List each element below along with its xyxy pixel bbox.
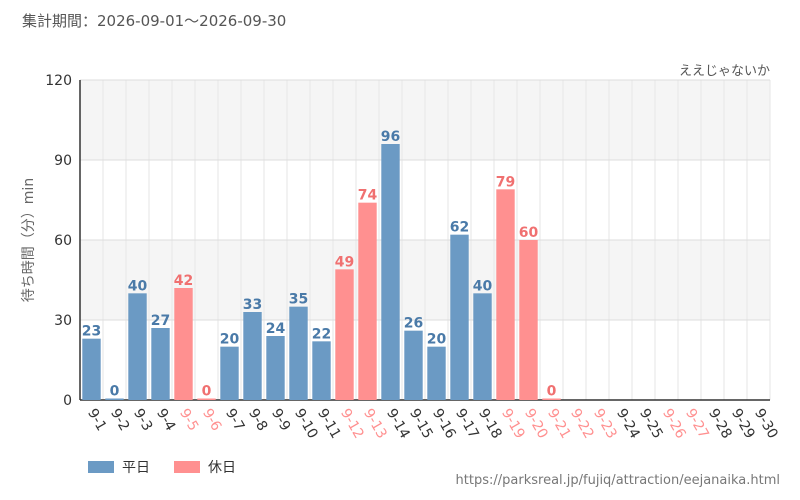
bar-value-label-9-17: 62	[450, 220, 469, 236]
bar-9-18	[473, 293, 492, 400]
x-tick-label-9-24: 9-24	[613, 406, 643, 442]
period-label: 集計期間：2026-09-01～2026-09-30	[22, 12, 287, 30]
bar-value-label-9-15: 26	[404, 316, 423, 332]
bar-9-1	[82, 338, 101, 400]
y-tick-label: 0	[63, 393, 72, 409]
bar-value-label-9-4: 27	[151, 313, 170, 329]
bar-value-label-9-12: 49	[335, 254, 354, 270]
bar-9-21	[542, 398, 561, 400]
bar-9-3	[128, 293, 147, 400]
x-tick-label-9-16: 9-16	[429, 406, 459, 442]
x-tick-label-9-22: 9-22	[567, 406, 597, 442]
y-tick-label: 30	[54, 313, 72, 329]
bar-value-label-9-16: 20	[427, 332, 447, 348]
y-tick-label: 90	[54, 153, 72, 169]
x-tick-label-9-2: 9-2	[107, 406, 132, 434]
x-tick-label-9-15: 9-15	[406, 406, 436, 442]
bar-value-label-9-6: 0	[202, 384, 212, 400]
x-tick-label-9-20: 9-20	[521, 406, 551, 442]
x-tick-label-9-26: 9-26	[659, 406, 689, 442]
x-tick-label-9-23: 9-23	[590, 406, 620, 442]
bar-value-label-9-3: 40	[128, 278, 148, 294]
bar-value-label-9-10: 35	[289, 292, 308, 308]
x-tick-label-9-18: 9-18	[475, 406, 505, 442]
x-tick-label-9-13: 9-13	[360, 406, 390, 442]
source-url: https://parksreal.jp/fujiq/attraction/ee…	[455, 473, 780, 488]
x-tick-label-9-3: 9-3	[130, 406, 155, 434]
chart-title: ええじゃないか	[678, 64, 770, 79]
legend-label-holiday: 休日	[208, 460, 236, 476]
bar-value-label-9-11: 22	[312, 326, 331, 342]
bar-value-label-9-19: 79	[496, 174, 515, 190]
bar-9-6	[197, 398, 216, 400]
bar-9-8	[243, 312, 262, 400]
bar-9-4	[151, 328, 170, 400]
bar-value-label-9-5: 42	[174, 273, 193, 289]
x-tick-label-9-25: 9-25	[636, 406, 666, 442]
legend-item-weekday: 平日	[88, 457, 150, 477]
bar-value-label-9-13: 74	[358, 188, 378, 204]
x-tick-label-9-19: 9-19	[498, 406, 528, 442]
bar-value-label-9-1: 23	[82, 324, 101, 340]
bar-9-2	[105, 398, 124, 400]
x-tick-label-9-12: 9-12	[337, 406, 367, 442]
bar-value-label-9-14: 96	[381, 129, 400, 145]
legend-label-weekday: 平日	[122, 460, 150, 476]
bar-value-label-9-2: 0	[110, 384, 120, 400]
bar-value-label-9-20: 60	[519, 225, 539, 241]
bar-9-11	[312, 341, 331, 400]
x-tick-label-9-5: 9-5	[176, 406, 201, 434]
x-tick-label-9-27: 9-27	[682, 406, 712, 442]
x-tick-label-9-21: 9-21	[544, 406, 574, 442]
legend-swatch-weekday	[88, 461, 114, 473]
x-tick-label-9-7: 9-7	[222, 406, 247, 434]
bar-value-label-9-21: 0	[547, 384, 557, 400]
bar-9-10	[289, 306, 308, 400]
x-tick-label-9-8: 9-8	[245, 406, 270, 434]
bar-9-12	[335, 269, 354, 400]
x-tick-label-9-29: 9-29	[728, 406, 758, 442]
bar-value-label-9-7: 20	[220, 332, 240, 348]
bar-9-7	[220, 346, 239, 400]
x-tick-label-9-9: 9-9	[268, 406, 293, 434]
x-tick-label-9-14: 9-14	[383, 406, 413, 442]
y-tick-label: 60	[54, 233, 72, 249]
x-tick-label-9-17: 9-17	[452, 406, 482, 442]
x-tick-label-9-1: 9-1	[84, 406, 109, 434]
bar-9-13	[358, 202, 377, 400]
x-tick-label-9-30: 9-30	[751, 406, 781, 442]
bar-value-label-9-18: 40	[473, 278, 493, 294]
bar-value-label-9-8: 33	[243, 297, 262, 313]
legend: 平日 休日	[88, 457, 250, 477]
bar-9-15	[404, 330, 423, 400]
x-tick-label-9-6: 9-6	[199, 406, 224, 434]
legend-item-holiday: 休日	[174, 457, 236, 477]
bar-9-16	[427, 346, 446, 400]
bar-value-label-9-9: 24	[266, 321, 286, 337]
y-tick-label: 120	[45, 73, 72, 89]
bar-9-17	[450, 234, 469, 400]
x-tick-label-9-11: 9-11	[314, 406, 344, 442]
bar-9-14	[381, 144, 400, 400]
bar-9-20	[519, 240, 538, 400]
bar-9-9	[266, 336, 285, 400]
bar-9-19	[496, 189, 515, 400]
x-tick-label-9-28: 9-28	[705, 406, 735, 442]
bar-9-5	[174, 288, 193, 400]
legend-swatch-holiday	[174, 461, 200, 473]
x-tick-label-9-4: 9-4	[153, 406, 178, 434]
x-tick-label-9-10: 9-10	[291, 406, 321, 442]
